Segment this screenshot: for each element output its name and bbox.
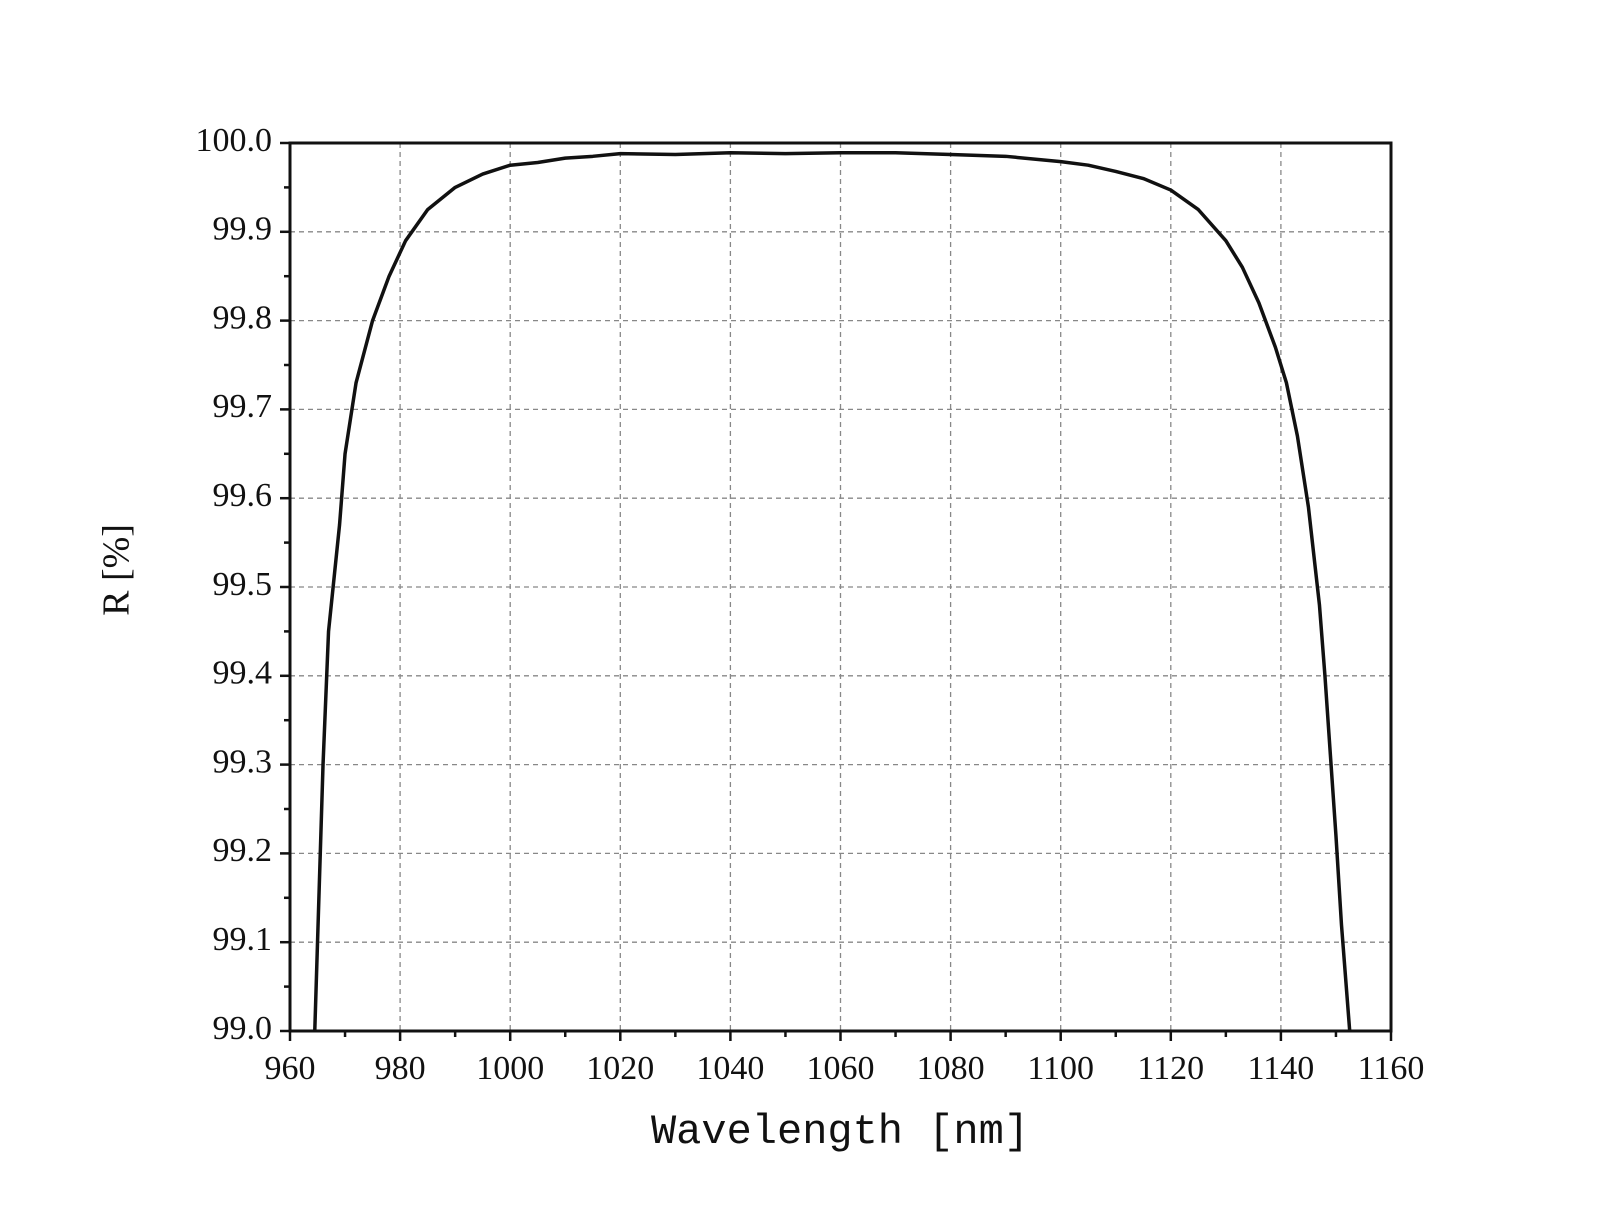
y-tick-label: 99.3 — [213, 743, 273, 780]
x-tick-label: 1040 — [696, 1050, 764, 1087]
y-tick-label: 99.4 — [213, 655, 273, 692]
y-tick-label: 99.0 — [213, 1010, 273, 1047]
y-tick-label: 99.5 — [213, 566, 273, 603]
x-tick-label: 1060 — [807, 1050, 875, 1087]
x-tick-label: 1080 — [917, 1050, 985, 1087]
y-tick-label: 99.2 — [213, 832, 273, 869]
y-tick-label: 99.9 — [213, 211, 273, 248]
y-tick-label: 99.1 — [213, 921, 273, 958]
data-line — [313, 151, 1352, 1032]
x-tick-label: 1120 — [1137, 1050, 1204, 1087]
y-axis-label: R [%] — [96, 524, 138, 616]
x-tick-label: 980 — [375, 1050, 426, 1087]
y-tick-label: 100.0 — [196, 122, 273, 159]
x-axis-label: Wavelength [nm] — [651, 1108, 1029, 1156]
y-tick-label: 99.7 — [213, 388, 273, 425]
plot-frame — [288, 141, 1393, 1033]
x-tick-label: 1020 — [586, 1050, 654, 1087]
x-tick-label: 1140 — [1248, 1050, 1315, 1087]
y-tick-label: 99.8 — [213, 299, 273, 336]
x-tick-label: 1100 — [1027, 1050, 1094, 1087]
x-tick-label: 960 — [265, 1050, 316, 1087]
y-tick-label: 99.6 — [213, 477, 273, 514]
x-tick-label: 1160 — [1358, 1050, 1425, 1087]
x-tick-label: 1000 — [476, 1050, 544, 1087]
